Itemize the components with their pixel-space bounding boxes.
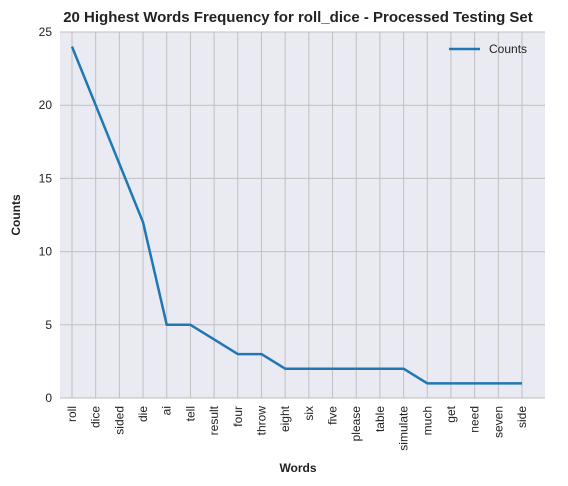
y-tick-label: 5 bbox=[45, 318, 52, 332]
y-tick-label: 15 bbox=[39, 171, 53, 185]
x-tick-label: need bbox=[468, 406, 482, 433]
grid bbox=[60, 31, 545, 398]
x-tick-label: tell bbox=[183, 406, 197, 421]
x-tick-label: four bbox=[231, 406, 245, 427]
x-tick-label: six bbox=[302, 406, 316, 421]
x-tick-label: side bbox=[515, 406, 529, 428]
x-tick-label: dice bbox=[89, 406, 103, 428]
x-tick-label: ai bbox=[160, 406, 174, 415]
series-line-counts bbox=[70, 46, 522, 385]
y-tick-label: 20 bbox=[39, 98, 53, 112]
x-axis-label: Words bbox=[279, 461, 316, 475]
x-tick-label: table bbox=[373, 406, 387, 432]
x-tick-label: seven bbox=[491, 406, 505, 438]
chart-title: 20 Highest Words Frequency for roll_dice… bbox=[63, 9, 533, 26]
x-tick-label: roll bbox=[65, 406, 79, 422]
x-tick-label: result bbox=[207, 405, 221, 435]
x-tick-label: sided bbox=[112, 406, 126, 435]
y-tick-label: 0 bbox=[45, 391, 52, 405]
legend-entry: Counts bbox=[489, 42, 527, 56]
series-group bbox=[70, 46, 523, 385]
y-tick-label: 25 bbox=[39, 25, 53, 39]
x-tick-label: die bbox=[136, 406, 150, 422]
x-tick-label: simulate bbox=[397, 406, 411, 451]
x-tick-label: five bbox=[326, 406, 340, 425]
x-tick-label: throw bbox=[254, 406, 268, 436]
x-tick-label: much bbox=[420, 406, 434, 435]
tick-labels: 0 5 10 15 20 25 roll dice sided die ai tell result fo… bbox=[39, 25, 529, 451]
x-tick-label: please bbox=[349, 406, 363, 442]
legend: Counts bbox=[449, 42, 527, 56]
y-axis-label: Counts bbox=[9, 194, 23, 236]
plot-background bbox=[60, 32, 545, 398]
x-tick-label: eight bbox=[278, 405, 292, 432]
x-tick-label: get bbox=[444, 405, 458, 422]
y-tick-label: 10 bbox=[39, 245, 53, 259]
